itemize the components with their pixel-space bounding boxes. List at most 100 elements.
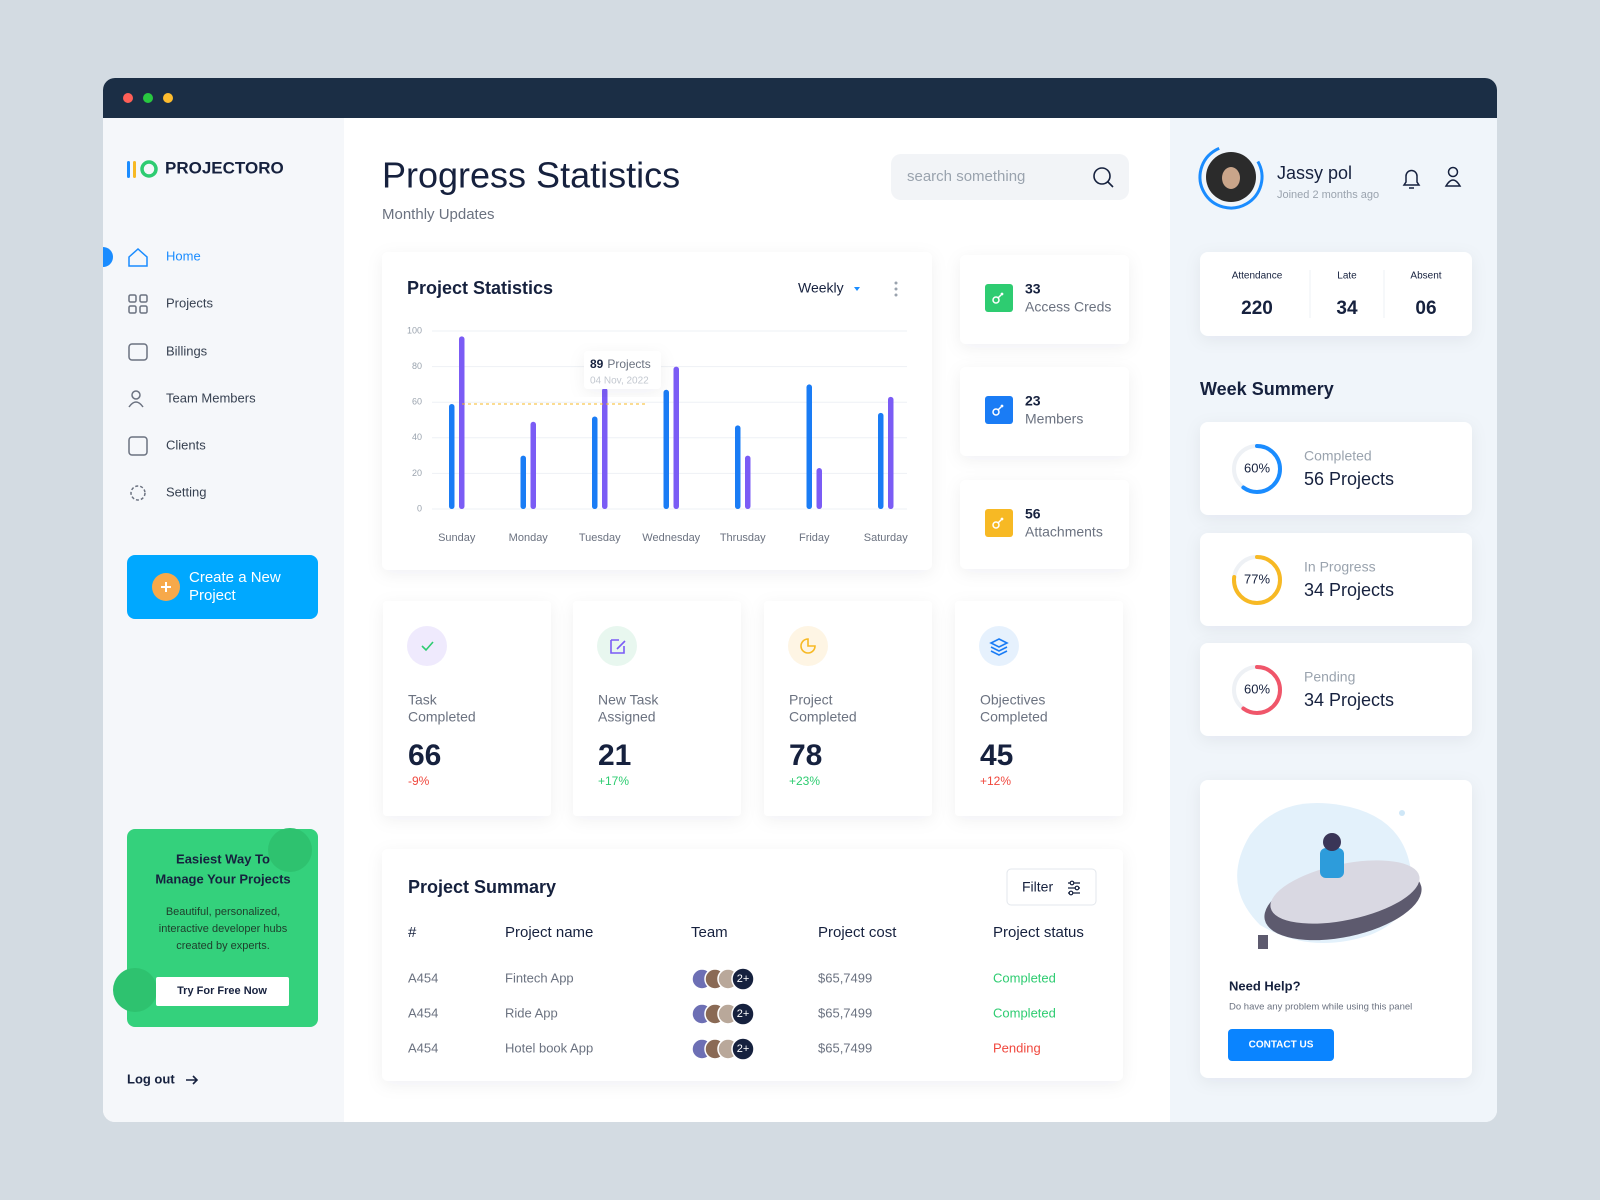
stat-label: Completed [408,709,476,725]
promo-deco [113,968,157,1012]
team-more [731,967,755,991]
bell-icon[interactable] [1402,169,1421,189]
nav-label[interactable]: Projects [166,295,213,310]
user-icon[interactable] [1447,166,1459,178]
promo-button[interactable] [156,977,289,1006]
nav-item[interactable]: Team Members [128,390,256,408]
create-button-bg[interactable] [127,555,318,619]
search-icon [1107,181,1114,188]
bar [449,403,455,509]
filter-button[interactable] [1006,868,1097,906]
team-more-label: 2+ [737,1008,750,1020]
period-select[interactable]: Weekly [798,280,844,296]
nav-label[interactable]: Home [166,248,201,263]
stat-label: Assigned [598,709,656,725]
filter-label[interactable]: Filter [1022,879,1053,895]
stat-icon-glyph [989,638,1009,656]
nav-icon [128,247,148,267]
y-tick-label: 40 [412,432,422,442]
nav-item[interactable]: Projects [128,294,213,314]
nav-icon [128,401,144,408]
team-more [731,1037,755,1061]
x-tick-label: Thrusday [720,532,766,544]
logout-arrow [186,1075,199,1085]
week-value: 34 Projects [1304,690,1394,710]
nav-icon [128,343,148,361]
quick-stat-value: 33 [1025,281,1041,297]
stat-label: Project [789,692,833,708]
stat-icon-glyph [610,639,626,654]
search-placeholder[interactable]: search something [907,168,1025,185]
ring-label: 60% [1244,681,1270,696]
search-box[interactable] [891,154,1129,200]
week-value: 34 Projects [1304,580,1394,600]
row-id: A454 [408,1040,438,1055]
week-card [1200,643,1472,736]
attendance-value: 06 [1415,298,1436,319]
attendance-value: 220 [1241,298,1273,319]
quick-stat-card [960,480,1129,569]
key-icon [997,517,1004,524]
ring-label: 77% [1244,571,1270,586]
illustration-desk-top [1270,860,1420,924]
bar [735,425,741,509]
key-icon [992,408,1000,416]
plus-icon [161,582,171,592]
week-card [1200,422,1472,515]
illustration-dot [1399,810,1405,816]
row-name: Hotel book App [505,1040,593,1055]
contact-button[interactable] [1228,1029,1334,1061]
quick-stat-value: 56 [1025,506,1041,522]
stat-value: 78 [789,739,822,772]
stat-icon-glyph [800,638,816,654]
bar [888,396,894,509]
nav-item[interactable]: Setting [130,484,206,501]
row-cost: $65,7499 [818,1040,872,1055]
week-label: Completed [1304,448,1372,464]
promo-title: Easiest Way To [176,851,270,866]
y-tick-label: 20 [412,468,422,478]
nav-label[interactable]: Team Members [166,390,256,405]
nav-item[interactable]: Clients [128,436,206,456]
bar [530,421,536,509]
promo-button-label[interactable]: Try For Free Now [177,985,267,997]
nav-label[interactable]: Setting [166,484,206,499]
user-icon[interactable] [1444,179,1462,187]
week-title: Week Summery [1200,379,1334,399]
y-tick-label: 100 [407,325,422,335]
more-dot [894,293,898,297]
nav-item[interactable]: Home [128,247,201,267]
stat-value: 45 [980,739,1013,772]
avatar-ring [1198,144,1264,210]
logout[interactable]: Log out [127,1071,175,1086]
stat-change: +12% [980,774,1011,788]
ring-progress [1232,555,1282,605]
filter-icon [1069,880,1075,886]
create-button-label[interactable]: Project [189,587,237,604]
nav-item[interactable]: Billings [128,343,208,361]
bar [459,336,465,509]
quick-stat-card [960,367,1129,456]
stat-value: 21 [598,739,631,772]
illustration-person [1320,848,1344,878]
ring-label: 60% [1244,460,1270,475]
stat-icon [597,626,637,666]
nav-icon [128,436,148,456]
contact-button-label[interactable]: CONTACT US [1249,1040,1314,1051]
stat-change: +23% [789,774,820,788]
create-button-label[interactable]: Create a New [189,569,281,586]
week-card [1200,533,1472,626]
nav-label[interactable]: Billings [166,343,208,358]
more-dot [894,281,898,285]
nav-label[interactable]: Clients [166,437,206,452]
nav-icon [139,294,148,303]
tooltip-number: 89 [590,357,604,371]
stat-value: 66 [408,739,441,772]
promo-deco [268,828,312,872]
filter-icon [1068,890,1074,896]
window-dot [143,93,153,103]
table-header: Project cost [818,924,897,941]
stat-label: Task [408,692,438,708]
promo-text: interactive developer hubs [159,923,288,935]
